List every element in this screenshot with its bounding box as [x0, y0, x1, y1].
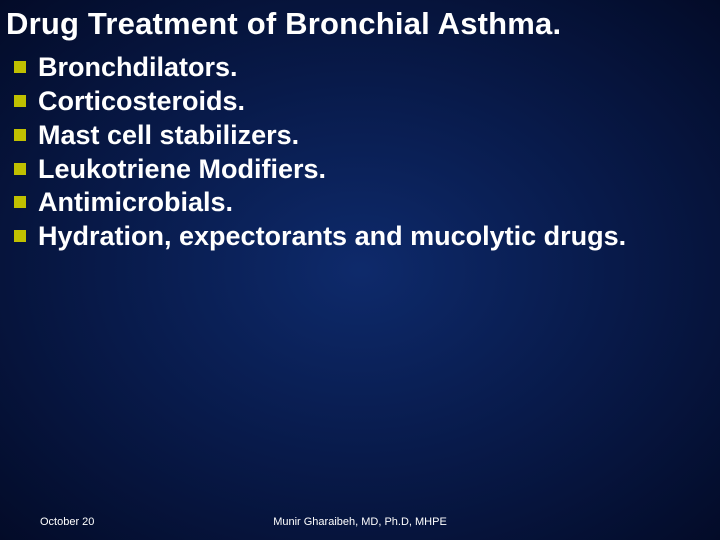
bullet-marker: [14, 230, 26, 242]
bullet-text: Mast cell stabilizers.: [38, 120, 299, 152]
list-item: Mast cell stabilizers.: [14, 120, 710, 152]
bullet-text: Hydration, expectorants and mucolytic dr…: [38, 221, 626, 253]
bullet-marker: [14, 163, 26, 175]
list-item: Hydration, expectorants and mucolytic dr…: [14, 221, 710, 253]
bullet-text: Leukotriene Modifiers.: [38, 154, 326, 186]
list-item: Corticosteroids.: [14, 86, 710, 118]
bullet-marker: [14, 61, 26, 73]
bullet-marker: [14, 95, 26, 107]
footer-date: October 20: [40, 516, 94, 528]
bullet-text: Bronchdilators.: [38, 52, 238, 84]
bullet-marker: [14, 129, 26, 141]
bullet-marker: [14, 196, 26, 208]
slide-title: Drug Treatment of Bronchial Asthma.: [0, 0, 720, 52]
list-item: Leukotriene Modifiers.: [14, 154, 710, 186]
bullet-list: Bronchdilators. Corticosteroids. Mast ce…: [0, 52, 720, 253]
bullet-text: Antimicrobials.: [38, 187, 233, 219]
bullet-text: Corticosteroids.: [38, 86, 245, 118]
footer-author: Munir Gharaibeh, MD, Ph.D, MHPE: [273, 516, 447, 528]
list-item: Antimicrobials.: [14, 187, 710, 219]
slide-footer: October 20 Munir Gharaibeh, MD, Ph.D, MH…: [0, 516, 720, 528]
list-item: Bronchdilators.: [14, 52, 710, 84]
